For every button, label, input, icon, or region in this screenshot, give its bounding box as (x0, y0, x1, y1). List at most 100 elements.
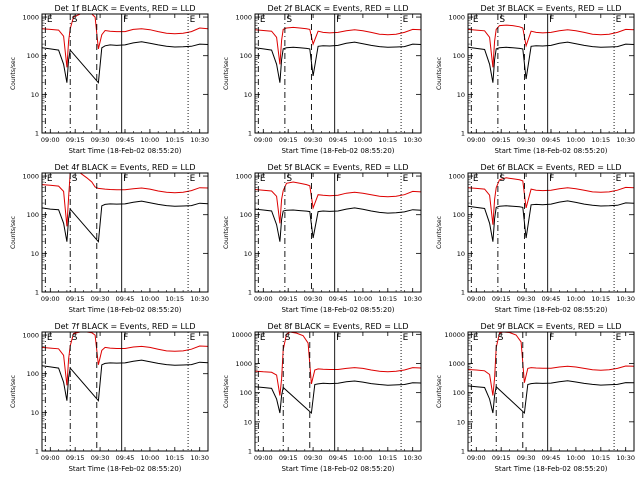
y-tick-label: 1000 (235, 173, 252, 181)
lld-series-line (468, 177, 634, 225)
y-tick-label: 100 (453, 211, 465, 219)
x-tick-label: 09:00 (41, 136, 60, 144)
x-tick-label: 09:15 (492, 295, 511, 303)
y-axis-label: Counts/sec (436, 216, 443, 249)
x-tick-label: 10:00 (141, 454, 160, 462)
time-marker-label: E (403, 333, 409, 343)
plot-frame (467, 13, 635, 134)
x-tick-label: 09:15 (279, 136, 298, 144)
time-marker-label: F (336, 15, 341, 25)
y-tick-label: 1000 (22, 14, 39, 22)
x-tick-label: 09:15 (66, 136, 85, 144)
x-tick-label: 10:00 (141, 295, 160, 303)
panel-title: Det 7f BLACK = Events, RED = LLD (54, 322, 195, 331)
y-axis-label: Counts/sec (223, 57, 230, 90)
detector-panel: Det 1f BLACK = Events, RED = LLD Counts/s… (10, 4, 209, 155)
lld-series-line (255, 332, 421, 396)
x-tick-label: 10:30 (190, 136, 209, 144)
y-tick-label: 100 (27, 211, 39, 219)
time-marker-label: E (47, 15, 53, 25)
x-tick-label: 09:30 (517, 136, 536, 144)
lld-series-line (468, 332, 634, 396)
plot-frame (41, 13, 209, 134)
y-tick-label: 100 (453, 52, 465, 60)
detector-panel: Det 6f BLACK = Events, RED = LLD Counts/s… (436, 163, 635, 314)
plot-frame (254, 13, 422, 134)
x-tick-label: 09:15 (66, 454, 85, 462)
plot-frame (467, 172, 635, 293)
x-axis-label: Start Time (18-Feb-02 08:55:20) (494, 465, 607, 473)
y-tick-label: 1 (35, 448, 39, 456)
y-tick-label: 100 (27, 52, 39, 60)
x-tick-label: 10:15 (591, 295, 610, 303)
x-tick-label: 09:30 (304, 295, 323, 303)
events-series-line (255, 380, 421, 415)
time-marker-label: E (473, 174, 479, 184)
y-axis-label: Counts/sec (436, 375, 443, 408)
y-axis-label: Counts/sec (10, 216, 17, 249)
x-tick-label: 10:15 (591, 136, 610, 144)
time-marker-label: S (286, 15, 292, 25)
time-marker-label: E (473, 15, 479, 25)
time-marker-label: E (616, 174, 622, 184)
y-tick-label: 1 (461, 289, 465, 297)
events-series-line (42, 41, 208, 84)
detector-panel: Det 3f BLACK = Events, RED = LLD Counts/s… (436, 4, 635, 155)
time-marker-label: S (72, 15, 78, 25)
y-tick-label: 100 (453, 389, 465, 397)
x-tick-label: 09:15 (492, 454, 511, 462)
x-tick-label: 10:15 (378, 136, 397, 144)
events-series-line (468, 200, 634, 242)
y-axis-label: Counts/sec (223, 375, 230, 408)
panel-title: Det 9f BLACK = Events, RED = LLD (480, 322, 621, 331)
time-marker-label: F (549, 15, 554, 25)
x-tick-label: 09:15 (492, 136, 511, 144)
x-tick-label: 10:30 (616, 454, 635, 462)
x-tick-label: 09:45 (329, 295, 348, 303)
x-tick-label: 09:15 (279, 295, 298, 303)
y-axis-label: Counts/sec (436, 57, 443, 90)
time-marker-label: S (72, 333, 78, 343)
time-marker-label: E (47, 174, 53, 184)
x-tick-label: 09:45 (542, 454, 561, 462)
x-tick-label: 09:45 (542, 295, 561, 303)
time-marker-label: S (286, 174, 292, 184)
x-tick-label: 09:00 (41, 295, 60, 303)
y-tick-label: 1 (461, 448, 465, 456)
plot-frame (254, 172, 422, 293)
x-tick-label: 09:45 (116, 454, 135, 462)
y-tick-label: 10 (244, 418, 252, 426)
detector-panel: Det 2f BLACK = Events, RED = LLD Counts/s… (223, 4, 422, 155)
time-marker-label: S (499, 15, 505, 25)
y-tick-label: 100 (240, 211, 252, 219)
x-tick-label: 10:00 (141, 136, 160, 144)
y-tick-label: 1000 (235, 14, 252, 22)
time-marker-label: S (72, 174, 78, 184)
lld-series-line (42, 14, 208, 68)
y-tick-label: 100 (240, 389, 252, 397)
x-tick-label: 09:30 (517, 454, 536, 462)
x-tick-label: 09:30 (91, 136, 110, 144)
y-tick-label: 100 (240, 52, 252, 60)
x-axis-label: Start Time (18-Feb-02 08:55:20) (494, 306, 607, 314)
x-axis-label: Start Time (18-Feb-02 08:55:20) (281, 147, 394, 155)
events-series-line (255, 207, 421, 242)
x-tick-label: 10:30 (616, 136, 635, 144)
y-tick-label: 1000 (448, 173, 465, 181)
x-axis-label: Start Time (18-Feb-02 08:55:20) (68, 147, 181, 155)
x-tick-label: 10:30 (403, 454, 422, 462)
y-tick-label: 10000 (444, 331, 465, 339)
x-tick-label: 09:45 (329, 136, 348, 144)
time-marker-label: E (473, 333, 479, 343)
x-tick-label: 09:15 (279, 454, 298, 462)
x-tick-label: 10:00 (567, 136, 586, 144)
events-series-line (255, 41, 421, 83)
x-axis-label: Start Time (18-Feb-02 08:55:20) (281, 465, 394, 473)
time-marker-label: F (336, 174, 341, 184)
time-marker-label: E (190, 15, 196, 25)
x-tick-label: 09:00 (41, 454, 60, 462)
detector-panel: Det 5f BLACK = Events, RED = LLD Counts/s… (223, 163, 422, 314)
detector-panel: Det 4f BLACK = Events, RED = LLD Counts/s… (10, 163, 209, 314)
x-tick-label: 10:30 (403, 295, 422, 303)
x-axis-label: Start Time (18-Feb-02 08:55:20) (68, 465, 181, 473)
